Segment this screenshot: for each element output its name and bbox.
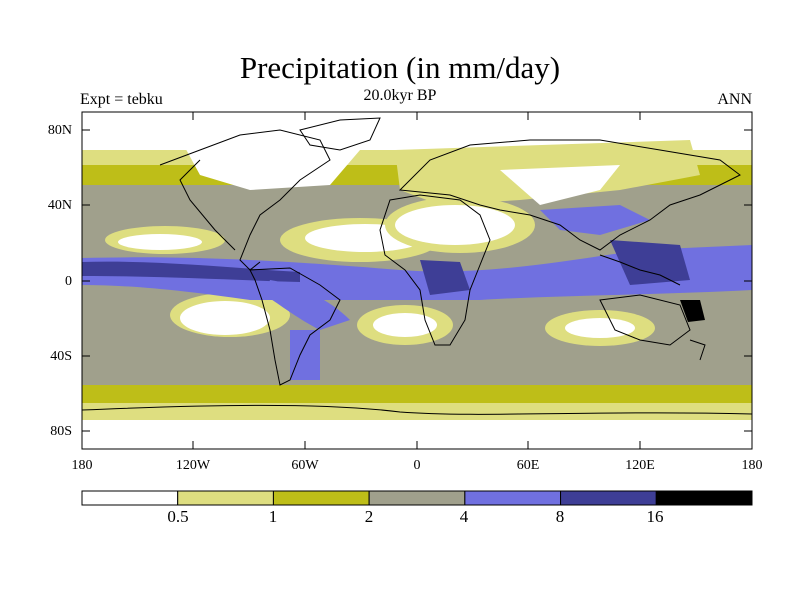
- lon-tick-label: 120W: [175, 458, 211, 473]
- colorbar-label: 2: [364, 507, 374, 526]
- colorbar-label: 4: [459, 507, 469, 526]
- colorbar-box: [81, 490, 179, 506]
- lon-tick-label: 0: [413, 458, 421, 473]
- colorbar-box: [655, 490, 753, 506]
- colorbar-box: [464, 490, 562, 506]
- lat-tick-label: 40S: [50, 349, 72, 364]
- time-label: 20.0kyr BP: [363, 87, 437, 104]
- colorbar-label: 8: [555, 507, 565, 526]
- coastlines: [82, 117, 752, 415]
- lon-tick-label: 60E: [516, 458, 540, 473]
- lat-tick-label: 80N: [47, 123, 72, 138]
- colorbar-label: 16: [646, 507, 664, 526]
- colorbar-label: 1: [268, 507, 278, 526]
- lon-tick-label: 180: [741, 458, 763, 473]
- lat-tick-label: 40N: [47, 198, 72, 213]
- colorbar-box: [560, 490, 657, 506]
- colorbar-box: [272, 490, 370, 506]
- colorbar-box: [177, 490, 274, 506]
- map-title: Precipitation (in mm/day): [239, 50, 561, 85]
- season-label: ANN: [717, 91, 752, 108]
- colorbar-box: [368, 490, 466, 506]
- axis-ticks: [82, 112, 752, 449]
- colorbar-label: 0.5: [167, 507, 189, 526]
- lat-tick-label: 0: [65, 274, 72, 289]
- lat-tick-label: 80S: [50, 424, 72, 439]
- precip-field: [82, 112, 752, 449]
- lon-tick-label: 60W: [291, 458, 319, 473]
- lon-tick-label: 180: [71, 458, 93, 473]
- experiment-label: Expt = tebku: [80, 91, 163, 108]
- lon-tick-label: 120E: [625, 458, 655, 473]
